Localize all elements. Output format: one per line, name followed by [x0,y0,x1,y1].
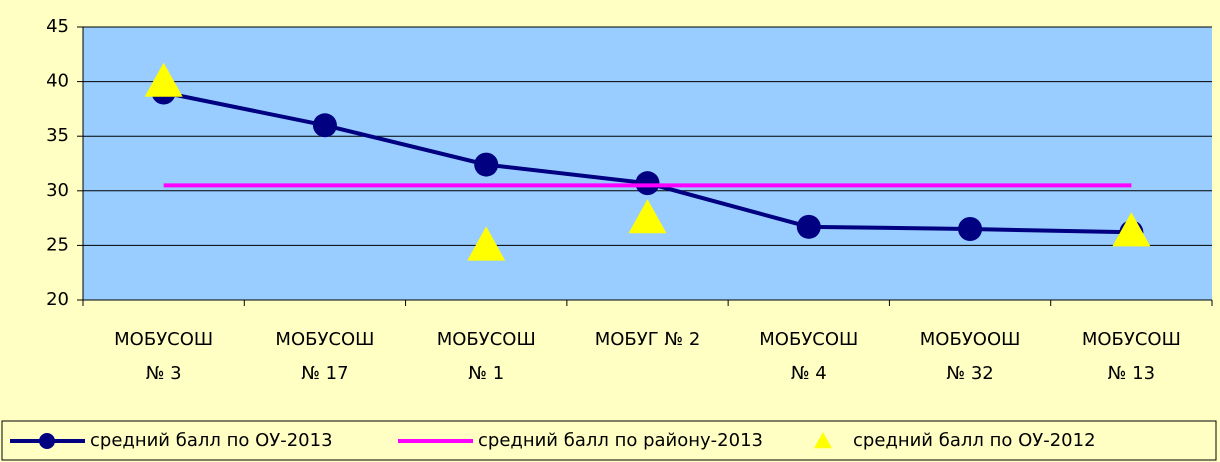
x-tick-label: МОБУСОШ [275,329,374,350]
legend-label: средний балл по ОУ-2013 [90,430,333,451]
y-tick-label: 25 [46,234,69,255]
y-tick-label: 35 [46,125,69,146]
x-tick-label: № 13 [1108,363,1155,384]
point [958,217,983,242]
x-tick-label: № 1 [468,363,504,384]
y-tick-label: 40 [46,71,69,92]
legend-label: средний балл по ОУ-2012 [853,430,1096,451]
point [312,113,337,138]
x-tick-label: МОБУСОШ [437,329,536,350]
point [474,152,499,177]
point [635,171,660,196]
legend-box [1,420,1217,461]
x-tick-label: № 4 [791,363,827,384]
x-tick-label: МОБУСОШ [1082,329,1181,350]
x-tick-label: МОБУГ № 2 [595,329,701,350]
y-tick-label: 45 [46,16,69,37]
legend-swatch [814,432,832,449]
y-tick-label: 20 [46,289,69,310]
x-tick-label: МОБУООШ [920,329,1021,350]
plot-area [83,27,1212,300]
x-tick-label: № 17 [301,363,348,384]
legend-swatch [39,433,55,449]
point [628,199,667,234]
point [467,226,506,261]
point [796,214,821,239]
x-tick-label: № 3 [146,363,182,384]
y-tick-label: 30 [46,180,69,201]
x-tick-label: МОБУСОШ [759,329,858,350]
x-tick-label: МОБУСОШ [114,329,213,350]
x-tick-label: № 32 [946,363,993,384]
point [144,62,183,97]
legend-label: средний балл по району-2013 [478,430,763,451]
point [1112,212,1151,247]
